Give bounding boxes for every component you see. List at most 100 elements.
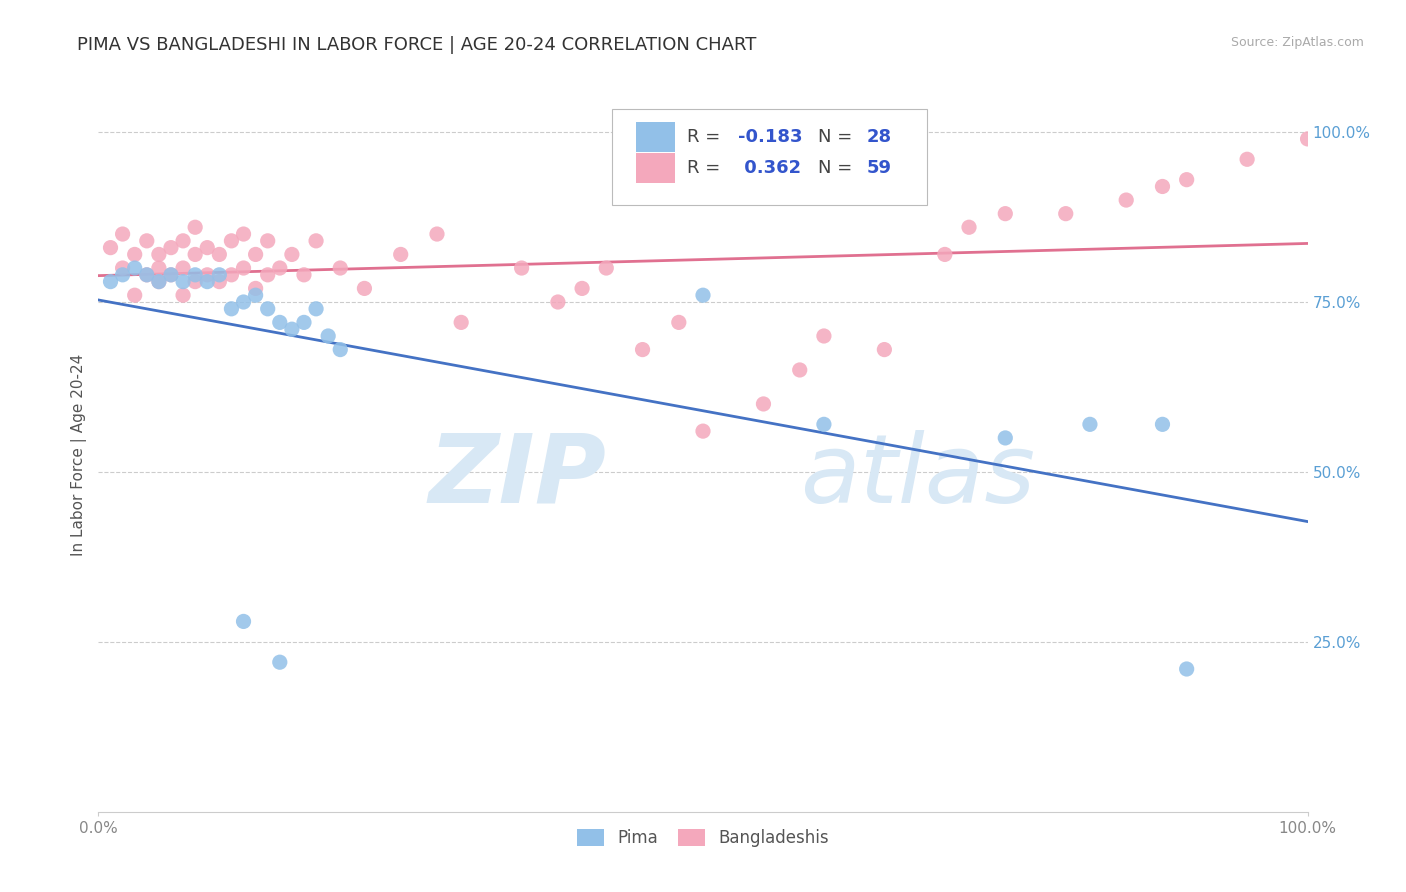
- Point: [172, 260, 194, 275]
- FancyBboxPatch shape: [637, 153, 675, 183]
- Point: [256, 234, 278, 248]
- Point: [426, 227, 449, 241]
- Text: 28: 28: [866, 128, 891, 146]
- Point: [184, 268, 207, 282]
- Point: [195, 268, 218, 282]
- Point: [184, 220, 207, 235]
- Point: [124, 247, 146, 261]
- Point: [292, 315, 315, 329]
- Point: [184, 247, 207, 261]
- Text: R =: R =: [688, 159, 727, 177]
- Point: [208, 247, 231, 261]
- Point: [256, 301, 278, 316]
- Y-axis label: In Labor Force | Age 20-24: In Labor Force | Age 20-24: [72, 354, 87, 556]
- Point: [245, 247, 267, 261]
- Point: [245, 288, 267, 302]
- Text: -0.183: -0.183: [738, 128, 803, 146]
- Point: [269, 315, 291, 329]
- Text: 0.362: 0.362: [738, 159, 801, 177]
- Point: [208, 275, 231, 289]
- Point: [148, 247, 170, 261]
- Point: [172, 275, 194, 289]
- Point: [1236, 153, 1258, 167]
- Point: [668, 315, 690, 329]
- Text: R =: R =: [688, 128, 727, 146]
- Point: [450, 315, 472, 329]
- Point: [329, 260, 352, 275]
- Point: [1175, 662, 1198, 676]
- Point: [813, 329, 835, 343]
- Point: [195, 241, 218, 255]
- Point: [353, 281, 375, 295]
- Point: [692, 424, 714, 438]
- Point: [124, 260, 146, 275]
- Point: [1296, 132, 1319, 146]
- Point: [135, 268, 157, 282]
- Point: [1054, 207, 1077, 221]
- Point: [184, 275, 207, 289]
- Point: [281, 247, 304, 261]
- Point: [1152, 417, 1174, 432]
- Point: [135, 268, 157, 282]
- Point: [172, 234, 194, 248]
- Point: [245, 281, 267, 295]
- Point: [547, 295, 569, 310]
- Point: [148, 275, 170, 289]
- Point: [221, 301, 243, 316]
- Point: [208, 268, 231, 282]
- Point: [994, 207, 1017, 221]
- Point: [160, 241, 183, 255]
- Point: [232, 227, 254, 241]
- Text: ZIP: ZIP: [429, 430, 606, 523]
- Point: [148, 260, 170, 275]
- Point: [595, 260, 617, 275]
- Point: [692, 288, 714, 302]
- Legend: Pima, Bangladeshis: Pima, Bangladeshis: [571, 822, 835, 854]
- Point: [232, 295, 254, 310]
- Point: [111, 227, 134, 241]
- Point: [256, 268, 278, 282]
- Point: [789, 363, 811, 377]
- Point: [148, 275, 170, 289]
- Point: [124, 288, 146, 302]
- Point: [269, 655, 291, 669]
- Point: [1115, 193, 1137, 207]
- Point: [292, 268, 315, 282]
- Point: [571, 281, 593, 295]
- Point: [389, 247, 412, 261]
- Point: [232, 615, 254, 629]
- Point: [873, 343, 896, 357]
- FancyBboxPatch shape: [613, 109, 927, 205]
- Point: [269, 260, 291, 275]
- Text: N =: N =: [818, 159, 858, 177]
- Point: [221, 268, 243, 282]
- Point: [281, 322, 304, 336]
- Point: [172, 288, 194, 302]
- Point: [994, 431, 1017, 445]
- FancyBboxPatch shape: [637, 122, 675, 153]
- Point: [752, 397, 775, 411]
- Point: [316, 329, 339, 343]
- Point: [510, 260, 533, 275]
- Point: [1175, 172, 1198, 186]
- Point: [195, 275, 218, 289]
- Point: [232, 260, 254, 275]
- Point: [305, 234, 328, 248]
- Point: [111, 260, 134, 275]
- Point: [329, 343, 352, 357]
- Point: [305, 301, 328, 316]
- Point: [934, 247, 956, 261]
- Point: [160, 268, 183, 282]
- Point: [135, 234, 157, 248]
- Point: [1078, 417, 1101, 432]
- Text: PIMA VS BANGLADESHI IN LABOR FORCE | AGE 20-24 CORRELATION CHART: PIMA VS BANGLADESHI IN LABOR FORCE | AGE…: [77, 36, 756, 54]
- Point: [111, 268, 134, 282]
- Point: [1152, 179, 1174, 194]
- Point: [957, 220, 980, 235]
- Point: [160, 268, 183, 282]
- Text: atlas: atlas: [800, 430, 1035, 523]
- Text: Source: ZipAtlas.com: Source: ZipAtlas.com: [1230, 36, 1364, 49]
- Text: N =: N =: [818, 128, 858, 146]
- Point: [631, 343, 654, 357]
- Point: [221, 234, 243, 248]
